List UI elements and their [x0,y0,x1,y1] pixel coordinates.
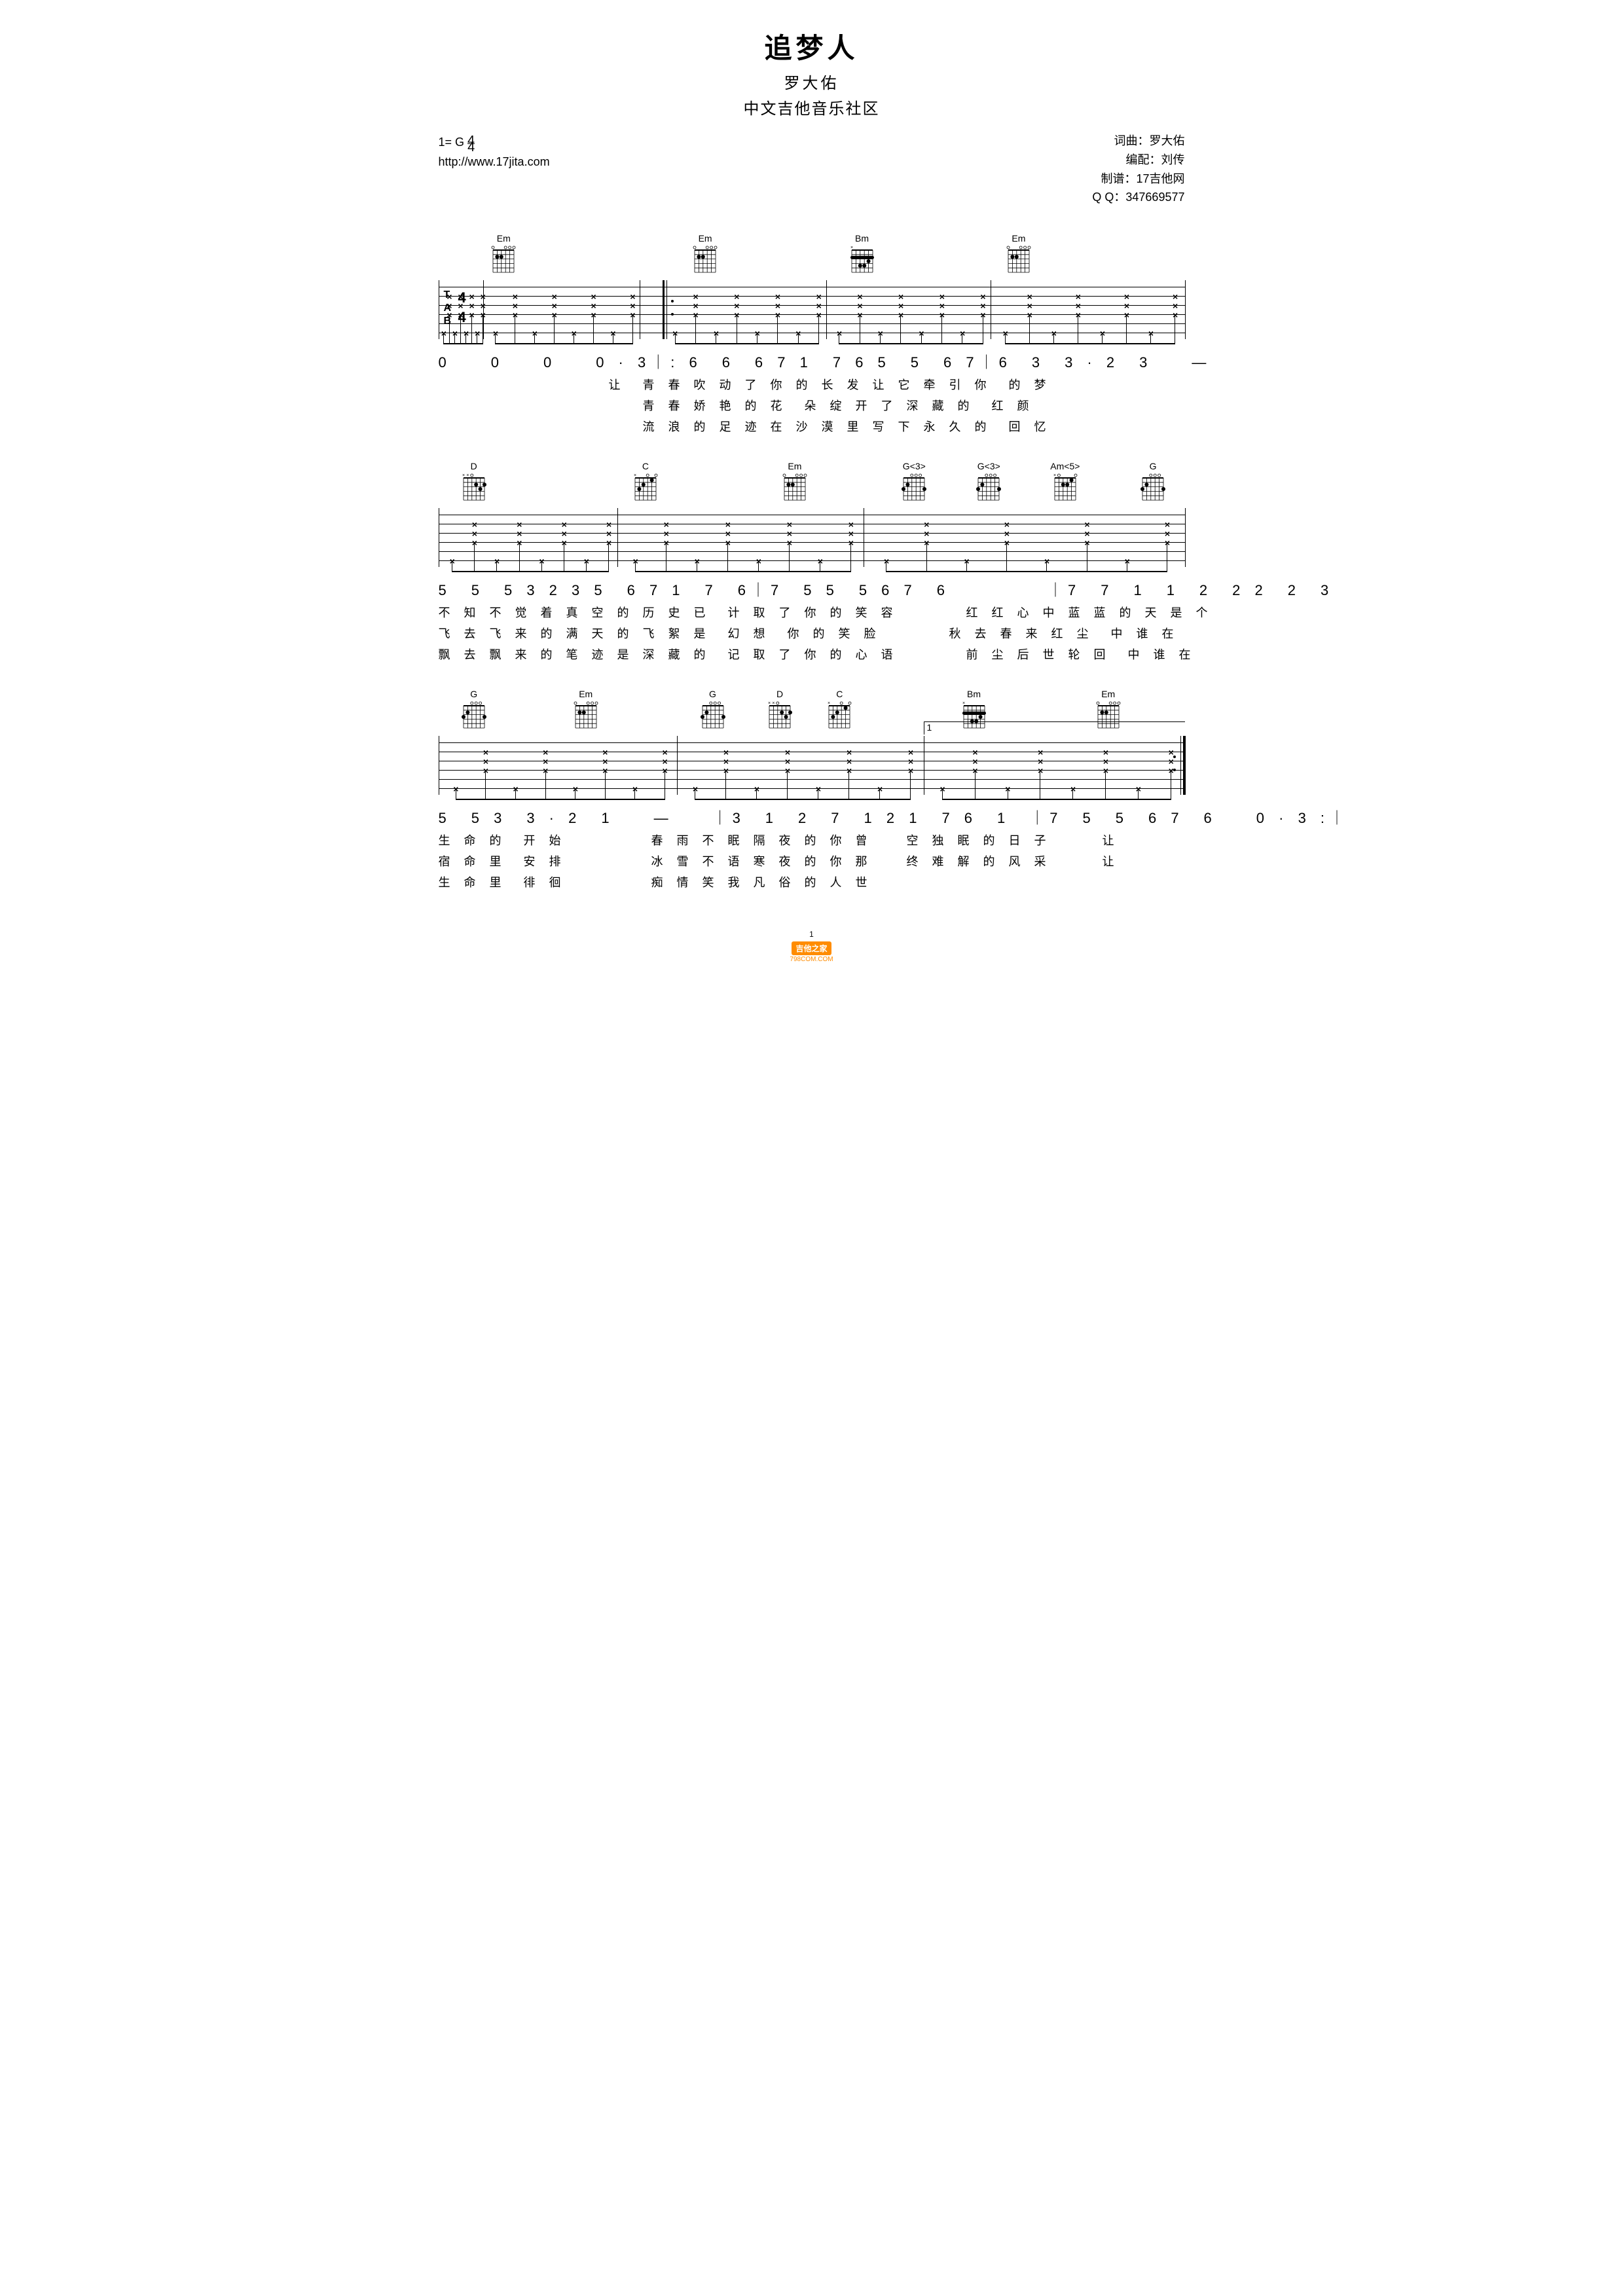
chord-diagram: G<3> [901,461,927,503]
page-number: 1 [439,930,1185,939]
tab-staff: 1×××××××××××××××××××××××××××××××××××××××… [439,736,1185,795]
tab-staff: TAB44×××××××××××××××××××××××××××××××××××… [439,280,1185,339]
chord-label: Em [699,233,712,244]
chord-diagram: G [461,689,487,731]
lyric-row: 飘 去 飘 来 的 笔 迹 是 深 藏 的 记 取 了 你 的 心 语 前 尘 … [439,646,1185,663]
credit-arranger: 编配：刘传 [1092,151,1184,170]
chord-label: Em [579,689,593,699]
svg-text:×: × [962,701,964,706]
tab-staff: ××××××××××××××××××××××××××××××××××××××××… [439,508,1185,567]
lyric-row: 飞 去 飞 来 的 满 天 的 飞 絮 是 幻 想 你 的 笑 脸 秋 去 春 … [439,625,1185,642]
chord-row: D ×× C × Em G<3> G<3> Am<5> × G [439,461,1185,508]
svg-text:×: × [850,246,852,250]
lyric-row: 生 命 的 开 始 春 雨 不 眠 隔 夜 的 你 曾 空 独 眠 的 日 子 … [439,831,1185,848]
chord-diagram: D ×× [767,689,793,731]
chord-diagram: C × [632,461,659,503]
chord-label: C [642,461,649,471]
chord-label: G [1150,461,1157,471]
site-url: http://www.17jita.com [439,153,550,172]
chord-label: G<3> [903,461,926,471]
chord-diagram: Em [490,233,517,275]
chord-label: C [836,689,843,699]
chord-diagram: G [1140,461,1166,503]
chord-label: D [471,461,477,471]
chord-label: Bm [855,233,869,244]
credit-lyrics: 词曲：罗大佑 [1092,132,1184,151]
svg-text:×: × [634,473,636,478]
system: D ×× C × Em G<3> G<3> Am<5> × G ××××××××… [439,461,1185,663]
meta-row: 1= G 44 http://www.17jita.com 词曲：罗大佑 编配：… [439,132,1185,207]
chord-diagram: D ×× [461,461,487,503]
jianpu-row: 5 5 3 3 · 2 1 — ｜3 1 2 7 1 2 1 7 6 1 ｜7 … [439,807,1185,828]
chord-label: Em [1101,689,1115,699]
chord-diagram: G<3> [976,461,1002,503]
chord-diagram: G [700,689,726,731]
chord-diagram: Em [782,461,808,503]
watermark-sub: 798COM.COM [439,956,1185,963]
lyric-row: 流 浪 的 足 迹 在 沙 漠 里 写 下 永 久 的 回 忆 [439,418,1185,435]
chord-diagram: Am<5> × [1050,461,1080,503]
jianpu-row: 5 5 5 3 2 3 5 6 7 1 7 6｜7 5 5 5 6 7 6 ｜7… [439,579,1185,600]
credit-transcriber: 制谱：17吉他网 [1092,170,1184,189]
jianpu-row: 0 0 0 0 · 3｜: 6 6 6 7 1 7 6 5 5 6 7｜6 3 … [439,351,1185,372]
chord-label: G<3> [977,461,1000,471]
chord-label: G [709,689,716,699]
svg-text:×: × [1053,473,1056,478]
lyric-row: 宿 命 里 安 排 冰 雪 不 语 寒 夜 的 你 那 终 难 解 的 风 采 … [439,852,1185,869]
system: Em Em Bm × Em TAB44×××××××××××××××××××××… [439,233,1185,435]
chord-diagram: C × [826,689,852,731]
song-title: 追梦人 [439,26,1185,66]
chord-diagram: Bm × [849,233,875,275]
system: G Em G D ×× C × Bm × Em 1×××××××××××××××… [439,689,1185,890]
chord-diagram: Em [692,233,718,275]
community-name: 中文吉他音乐社区 [439,96,1185,118]
svg-text:×: × [768,701,771,706]
chord-label: D [776,689,783,699]
chord-label: Em [497,233,511,244]
chord-diagram: Em [573,689,599,731]
watermark-main: 吉他之家 [792,941,831,955]
chord-label: Am<5> [1050,461,1080,471]
chord-label: G [470,689,477,699]
lyric-row: 不 知 不 觉 着 真 空 的 历 史 已 计 取 了 你 的 笑 容 红 红 … [439,604,1185,621]
key-sig: 1= G [439,136,465,149]
credit-qq: Q Q：347669577 [1092,188,1184,207]
svg-text:×: × [462,473,465,478]
lyric-row: 青 春 娇 艳 的 花 朵 绽 开 了 深 藏 的 红 颜 [439,397,1185,414]
svg-text:×: × [466,473,469,478]
chord-row: Em Em Bm × Em [439,233,1185,280]
artist-name: 罗大佑 [439,70,1185,93]
lyric-row: 生 命 里 徘 徊 痴 情 笑 我 凡 俗 的 人 世 [439,873,1185,890]
chord-label: Em [1012,233,1025,244]
chord-label: Bm [967,689,981,699]
watermark: 1 吉他之家 798COM.COM [439,930,1185,963]
chord-diagram: Em [1006,233,1032,275]
chord-label: Em [788,461,801,471]
svg-text:×: × [828,701,830,706]
svg-text:×: × [772,701,775,706]
lyric-row: 让 青 春 吹 动 了 你 的 长 发 让 它 牵 引 你 的 梦 [439,376,1185,393]
